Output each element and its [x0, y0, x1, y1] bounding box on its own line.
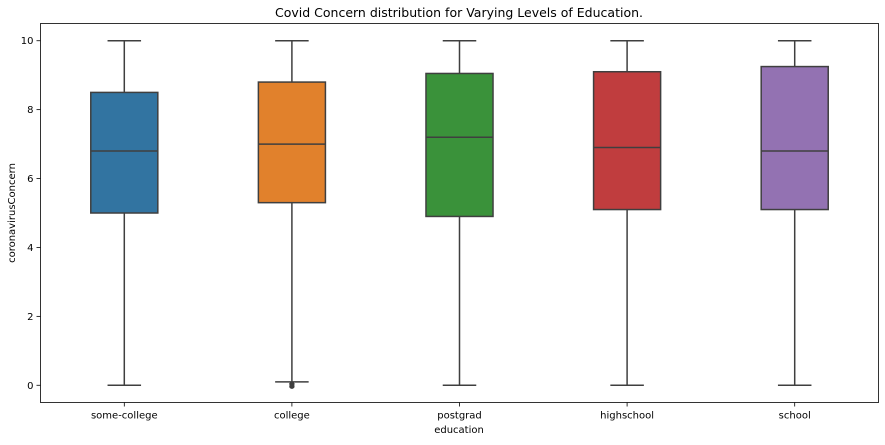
y-tick-label: 0 — [27, 381, 33, 392]
y-tick-label: 10 — [21, 36, 34, 47]
box-group-school — [760, 39, 829, 387]
y-tick-label: 8 — [27, 105, 33, 116]
box-group-some-college — [90, 39, 159, 387]
box-group-college — [257, 39, 327, 389]
x-tick-label: some-college — [91, 411, 158, 422]
box-some-college — [90, 91, 159, 214]
outlier-marker — [289, 383, 295, 389]
y-axis: 0 2 4 6 8 10 — [21, 36, 41, 392]
box-highschool — [592, 70, 662, 211]
x-tick-label: school — [779, 411, 811, 422]
x-axis-label: education — [434, 425, 484, 436]
box-college — [257, 81, 327, 204]
x-tick-label: highschool — [600, 411, 654, 422]
chart-title: Covid Concern distribution for Varying L… — [275, 5, 643, 20]
x-axis: some-college college postgrad highschool sch… — [91, 402, 811, 422]
y-axis-label: coronavirusConcern — [7, 163, 18, 263]
y-tick-label: 6 — [27, 174, 33, 185]
box-group-postgrad — [425, 39, 494, 387]
box-group-highschool — [592, 39, 662, 387]
y-tick-label: 2 — [27, 312, 33, 323]
plot-area — [90, 39, 829, 389]
x-tick-label: college — [274, 411, 310, 422]
x-tick-label: postgrad — [437, 411, 482, 422]
box-postgrad — [425, 72, 494, 218]
y-tick-label: 4 — [27, 243, 33, 254]
box-school — [760, 65, 829, 211]
